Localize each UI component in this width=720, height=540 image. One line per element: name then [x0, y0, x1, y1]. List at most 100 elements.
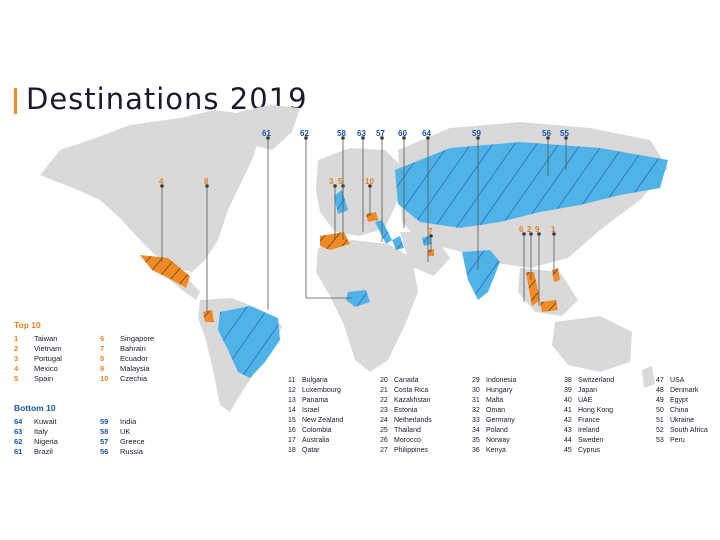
marker-10: 10 — [365, 177, 374, 186]
list-item: 50 China — [656, 406, 708, 416]
country-name: Brazil — [34, 447, 53, 456]
marker-5: 5 — [338, 177, 343, 186]
rank-number: 59 — [100, 417, 109, 426]
country-name: Italy — [34, 427, 48, 436]
rank-number: 1 — [14, 334, 19, 343]
list-item: 15 New Zealand — [288, 416, 343, 426]
rank-number: 22 — [380, 397, 388, 404]
list-item: 26 Morocco — [380, 436, 432, 446]
country-name: Morocco — [394, 437, 421, 444]
rank-number: 6 — [100, 334, 105, 343]
rank-number: 35 — [472, 437, 480, 444]
country-name: Bulgaria — [302, 377, 328, 384]
list-item: 41 Hong Kong — [564, 406, 614, 416]
list-item: 34 Poland — [472, 426, 516, 436]
rank-number: 24 — [380, 417, 388, 424]
rank-number: 21 — [380, 387, 388, 394]
bottom-ten-heading: Bottom 10 — [14, 403, 56, 413]
rank-number: 4 — [14, 364, 19, 373]
list-item: 23 Estonia — [380, 406, 432, 416]
rank-column-3: 29 Indonesia 30 Hungary 31 Malta 32 Oman 33 Germa… — [472, 376, 516, 456]
country-name: Germany — [486, 417, 515, 424]
rank-number: 42 — [564, 417, 572, 424]
nigeria-highlight — [346, 290, 370, 307]
marker-57: 57 — [376, 129, 385, 138]
marker-64: 64 — [422, 129, 431, 138]
list-item: 18 Qatar — [288, 446, 343, 456]
list-item: 38 Switzerland — [564, 376, 614, 386]
rank-number: 5 — [14, 374, 19, 383]
list-item: 49 Egypt — [656, 396, 708, 406]
list-item: 32 Oman — [472, 406, 516, 416]
country-name: Peru — [670, 437, 685, 444]
list-item: 4 Mexico — [14, 364, 62, 374]
marker-63: 63 — [357, 129, 366, 138]
rank-column-1: 11 Bulgaria 12 Luxembourg 13 Panama 14 Israel 15… — [288, 376, 343, 456]
country-name: Estonia — [394, 407, 418, 414]
marker-60: 60 — [398, 129, 407, 138]
rank-number: 49 — [656, 397, 664, 404]
country-name: Kuwait — [34, 417, 57, 426]
marker-61: 61 — [262, 129, 271, 138]
top-ten-list-left: 1 Taiwan 2 Vietnam 3 Portugal 4 Mexico 5 Spain — [14, 334, 62, 384]
country-name: Cyprus — [578, 447, 601, 454]
marker-7: 7 — [428, 227, 433, 236]
marker-59: 59 — [472, 129, 481, 138]
rank-number: 52 — [656, 427, 664, 434]
greece-highlight — [392, 236, 404, 250]
rank-number: 48 — [656, 387, 664, 394]
list-item: 53 Peru — [656, 436, 708, 446]
country-name: Poland — [486, 427, 508, 434]
list-item: 5 Spain — [14, 374, 62, 384]
brazil-highlight — [218, 306, 280, 378]
country-name: Kenya — [486, 447, 506, 454]
rank-number: 50 — [656, 407, 664, 414]
rank-number: 17 — [288, 437, 296, 444]
rank-number: 58 — [100, 427, 109, 436]
country-name: Hong Kong — [578, 407, 614, 414]
list-item: 57 Greece — [100, 437, 145, 447]
italy-highlight — [375, 220, 392, 244]
north-america — [40, 110, 262, 272]
country-name: Mexico — [34, 364, 58, 373]
marker-9: 9 — [535, 225, 540, 234]
list-item: 7 Bahrain — [100, 344, 154, 354]
list-item: 2 Vietnam — [14, 344, 62, 354]
country-name: Japan — [578, 387, 598, 394]
country-name: Egypt — [670, 397, 688, 404]
bottom-ten-list-left: 64 Kuwait 63 Italy 62 Nigeria 61 Brazil — [14, 417, 58, 457]
list-item: 24 Netherlands — [380, 416, 432, 426]
new-zealand — [642, 366, 655, 388]
rank-number: 39 — [564, 387, 572, 394]
list-item: 40 UAE — [564, 396, 614, 406]
rank-number: 34 — [472, 427, 480, 434]
marker-58: 58 — [337, 129, 346, 138]
country-name: Portugal — [34, 354, 62, 363]
list-item: 20 Canada — [380, 376, 432, 386]
country-name: Hungary — [486, 387, 513, 394]
country-name: Malaysia — [120, 364, 150, 373]
rank-column-5: 47 USA 48 Denmark 49 Egypt 50 China 51 Ukraine 52 S… — [656, 376, 708, 446]
rank-number: 56 — [100, 447, 109, 456]
country-name: Czechia — [120, 374, 148, 383]
list-item: 36 Kenya — [472, 446, 516, 456]
country-name: USA — [670, 377, 685, 384]
rank-number: 25 — [380, 427, 388, 434]
bottom-ten-list-right: 59 India 58 UK 57 Greece 56 Russia — [100, 417, 145, 457]
list-item: 33 Germany — [472, 416, 516, 426]
list-item: 59 India — [100, 417, 145, 427]
australia — [552, 316, 632, 372]
list-item: 44 Sweden — [564, 436, 614, 446]
rank-number: 12 — [288, 387, 296, 394]
country-name: Norway — [486, 437, 510, 444]
bottom-ten-regions — [218, 142, 668, 378]
rank-number: 30 — [472, 387, 480, 394]
russia-highlight — [395, 142, 668, 228]
list-item: 48 Denmark — [656, 386, 708, 396]
marker-1: 1 — [551, 225, 556, 234]
marker-8: 8 — [204, 177, 209, 186]
country-name: Netherlands — [394, 417, 432, 424]
country-name: Luxembourg — [302, 387, 341, 394]
marker-2: 2 — [527, 225, 532, 234]
rank-column-2: 20 Canada 21 Costa Rica 22 Kazakhstan 23 Estoni… — [380, 376, 432, 456]
